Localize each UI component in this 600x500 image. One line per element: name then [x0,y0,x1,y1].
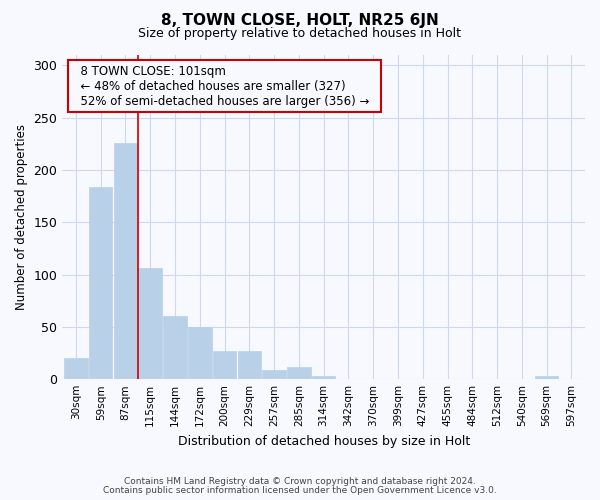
Bar [113,143,137,379]
Text: 8, TOWN CLOSE, HOLT, NR25 6JN: 8, TOWN CLOSE, HOLT, NR25 6JN [161,12,439,28]
Bar [238,351,261,379]
Bar [287,366,311,379]
Bar [262,370,286,379]
Bar [64,358,88,379]
Text: 8 TOWN CLOSE: 101sqm  
  ← 48% of detached houses are smaller (327)  
  52% of s: 8 TOWN CLOSE: 101sqm ← 48% of detached h… [73,64,377,108]
Bar [312,376,335,379]
Bar [139,268,162,379]
Bar [89,187,112,379]
Bar [188,327,212,379]
Bar [535,376,559,379]
Text: Contains HM Land Registry data © Crown copyright and database right 2024.: Contains HM Land Registry data © Crown c… [124,477,476,486]
Bar [213,351,236,379]
X-axis label: Distribution of detached houses by size in Holt: Distribution of detached houses by size … [178,434,470,448]
Y-axis label: Number of detached properties: Number of detached properties [15,124,28,310]
Text: Contains public sector information licensed under the Open Government Licence v3: Contains public sector information licen… [103,486,497,495]
Bar [163,316,187,379]
Text: Size of property relative to detached houses in Holt: Size of property relative to detached ho… [139,28,461,40]
